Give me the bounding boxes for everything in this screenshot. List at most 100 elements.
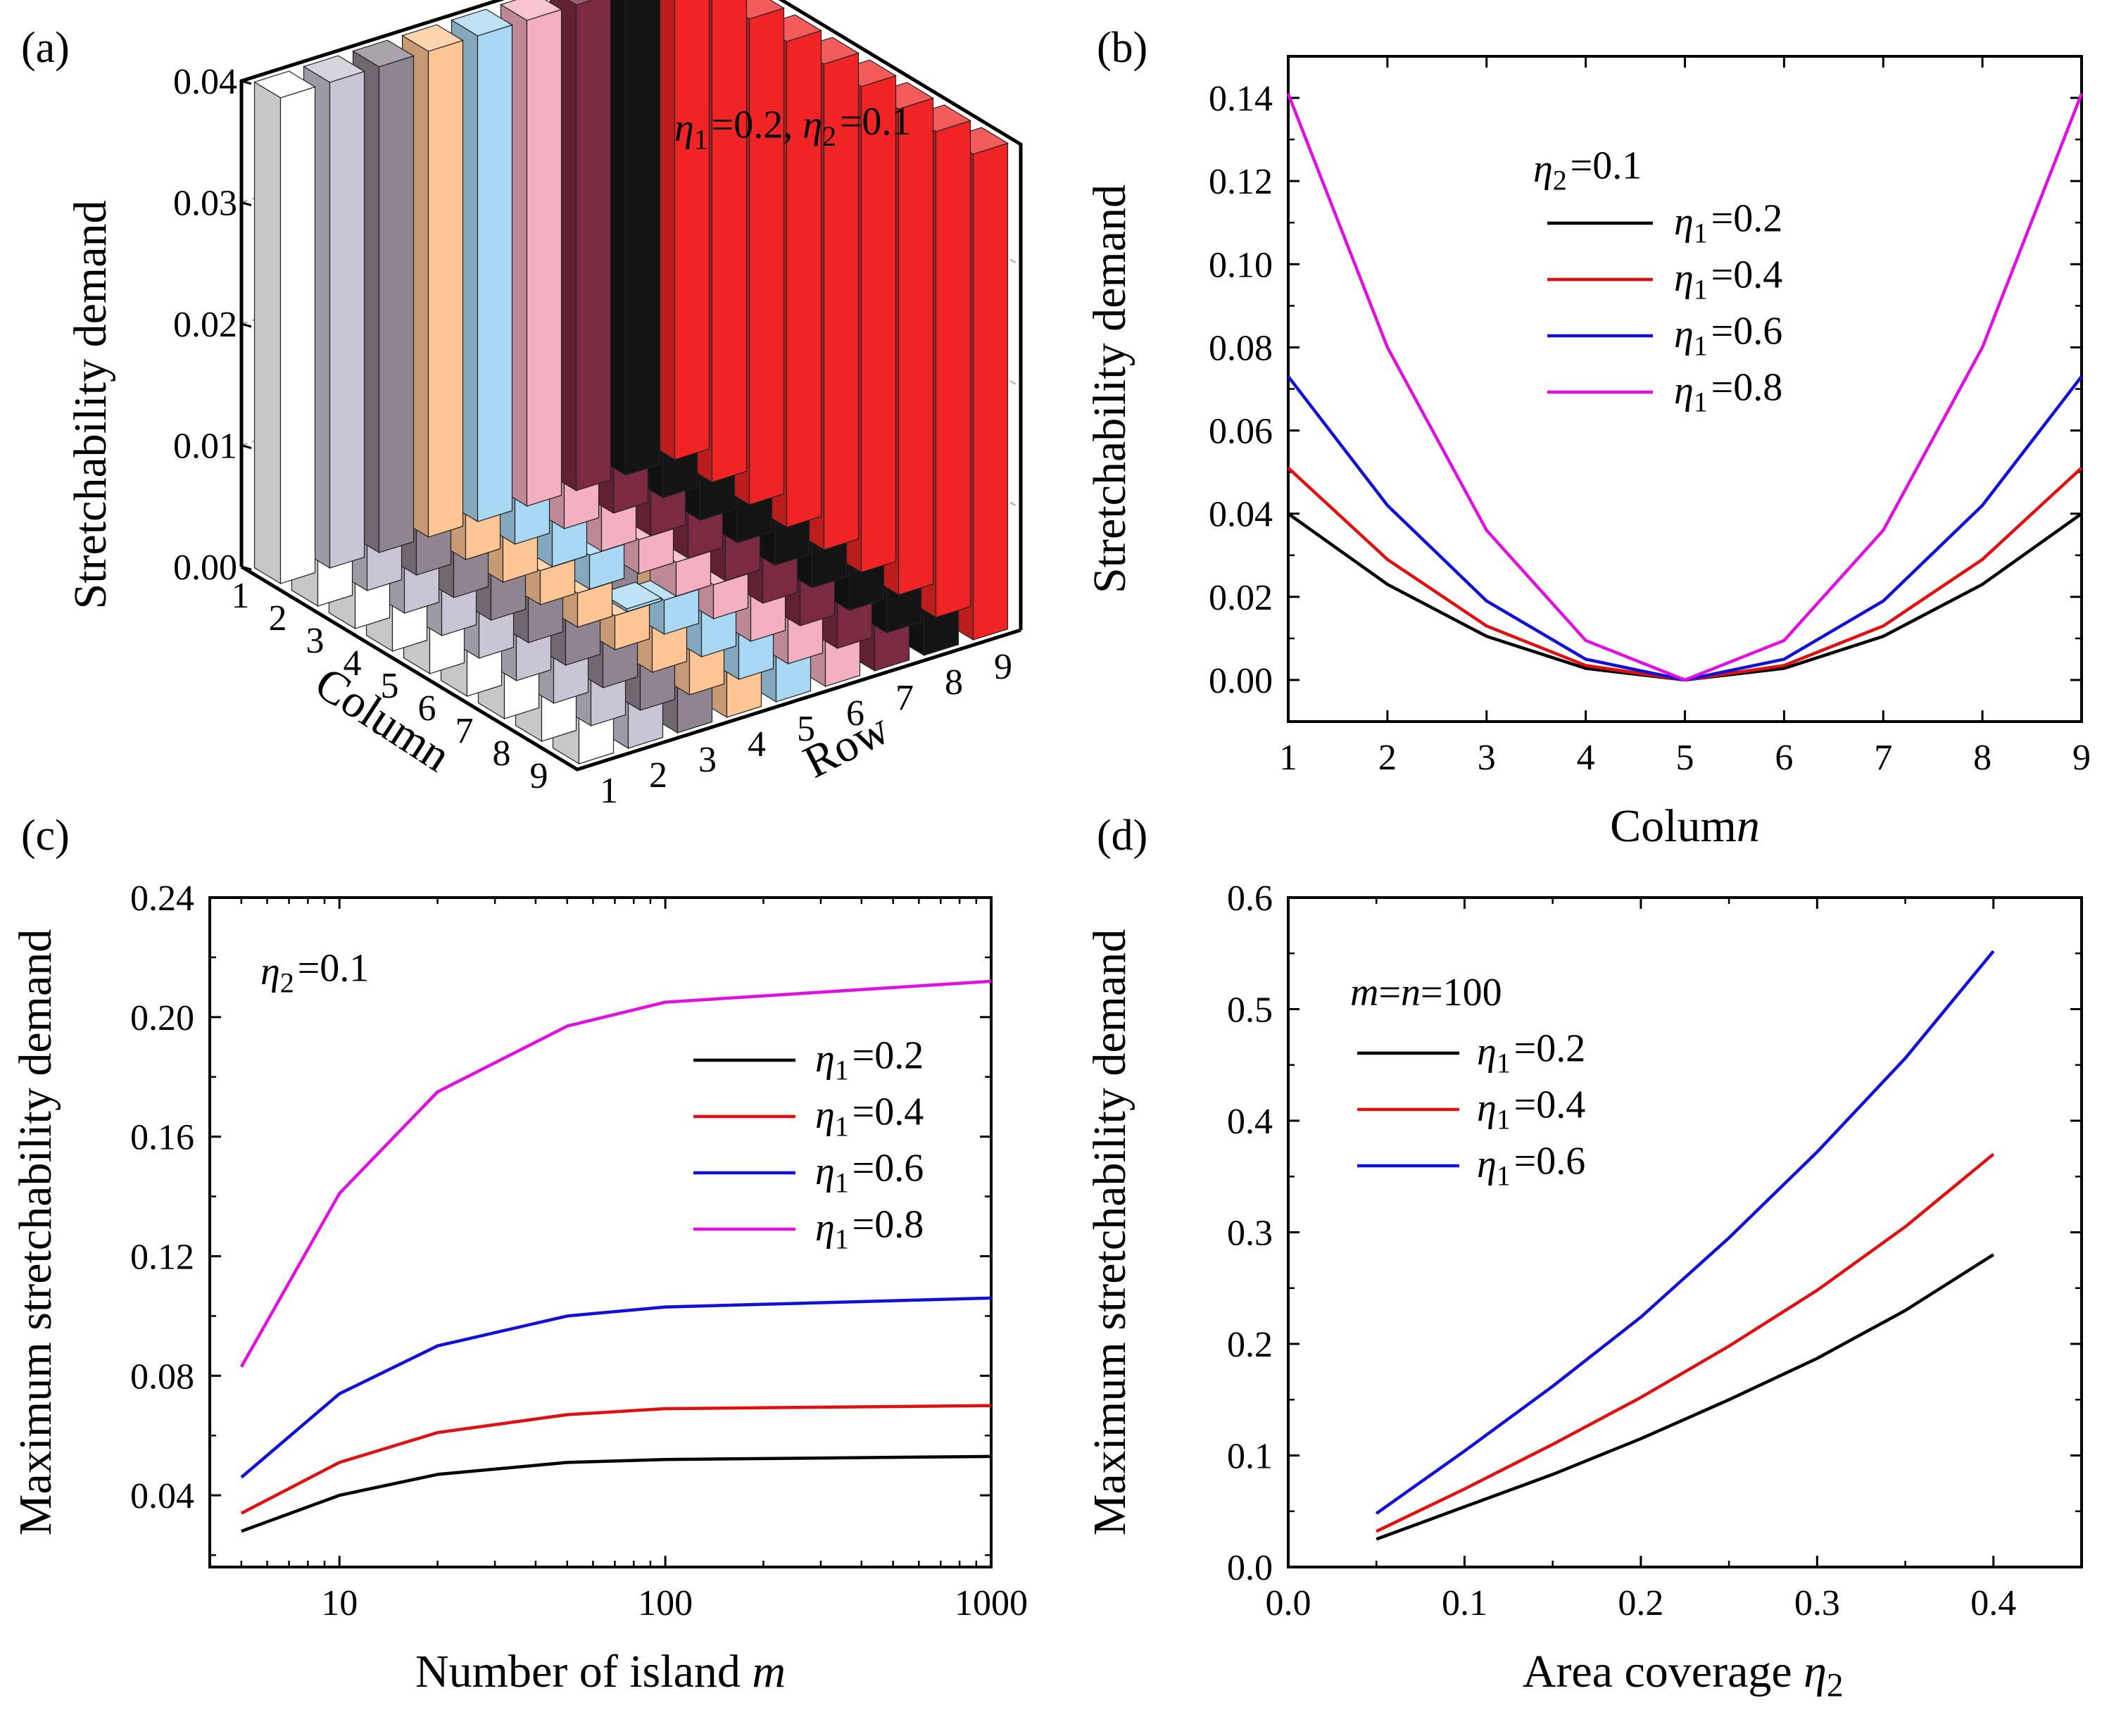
z-tick-label: 0.00 xyxy=(173,548,237,588)
series-line-2 xyxy=(1376,1152,1995,1533)
column-tick-label: 1 xyxy=(232,576,250,616)
y-axis-title: Maximum stretchability demand xyxy=(10,929,61,1535)
legend-label-2: η1 =0.4 xyxy=(1477,1083,1585,1136)
legend-title: η2 =0.1 xyxy=(1533,144,1642,196)
column-tick-label: 3 xyxy=(306,621,325,661)
series-line-4 xyxy=(239,979,992,1368)
panel-label: (a) xyxy=(21,24,70,72)
bar-front-face xyxy=(279,86,316,584)
bar-front-face xyxy=(526,8,562,507)
wall-frame xyxy=(239,0,1023,630)
panel-d-line-chart: 0.0 0.1 0.2 0.3 0.4 0.5 0.6 0.0 0.1 0.2 0.3 0.4 m=n=… xyxy=(1084,812,2083,1704)
legend-label-2: η1 =0.4 xyxy=(1674,253,1782,306)
bar-side-face xyxy=(253,81,282,584)
y-tick-label: 0.00 xyxy=(1209,661,1273,701)
legend-title: m=n=100 xyxy=(1350,971,1502,1014)
x-tick-label: 0.4 xyxy=(1970,1583,2016,1623)
y-tick-label: 0.5 xyxy=(1227,990,1273,1031)
column-tick-label: 5 xyxy=(381,666,399,706)
series-line-3 xyxy=(1287,375,2083,682)
legend-label-3: η1 =0.6 xyxy=(1674,310,1782,362)
panel-label: (b) xyxy=(1097,24,1147,72)
bar-top-face xyxy=(567,0,593,6)
legend-label-1: η1 =0.2 xyxy=(815,1034,924,1086)
x-tick-label: 1 xyxy=(1279,738,1297,778)
column-tick-label: 7 xyxy=(455,711,474,751)
legend-label-4: η1 =0.8 xyxy=(1674,366,1782,418)
z-tick xyxy=(241,201,252,206)
z-tick-label: 0.04 xyxy=(173,62,237,102)
bar-top-face xyxy=(303,55,365,83)
panel-label: (d) xyxy=(1097,812,1147,860)
bar-top-face xyxy=(253,70,316,99)
x-tick-label: 10 xyxy=(321,1583,358,1623)
series-line-3 xyxy=(1375,950,1995,1515)
x-tick-label: 9 xyxy=(2072,738,2091,778)
bar-front-face xyxy=(477,24,513,522)
row-tick-label: 1 xyxy=(600,771,618,811)
y-tick-label: 0.16 xyxy=(130,1118,194,1158)
z-tick-label: 0.02 xyxy=(173,305,237,345)
legend-label-3: η1 =0.6 xyxy=(815,1147,924,1199)
x-tick-label: 4 xyxy=(1577,738,1595,778)
x-tick-label: 0.2 xyxy=(1618,1583,1663,1623)
bar-top-face xyxy=(401,24,464,52)
series-line-1 xyxy=(241,1454,992,1533)
bar-front-face xyxy=(935,120,971,618)
x-tick-label: 100 xyxy=(638,1583,693,1623)
x-tick-label: 5 xyxy=(1676,738,1694,778)
y-tick-label: 0.0 xyxy=(1227,1548,1273,1588)
y-tick-label: 0.14 xyxy=(1209,79,1273,119)
column-tick-label: 9 xyxy=(530,756,548,796)
legend-label-1: η1 =0.2 xyxy=(1477,1027,1585,1079)
z-tick xyxy=(241,322,252,328)
y-tick-label: 0.1 xyxy=(1227,1437,1273,1477)
y-tick-label: 0.06 xyxy=(1209,412,1273,452)
plot-frame xyxy=(208,896,993,1568)
x-tick-label: 1000 xyxy=(955,1583,1028,1623)
y-tick-label: 0.04 xyxy=(1209,495,1273,535)
bar-col1-row1 xyxy=(253,70,316,584)
column-tick-label: 2 xyxy=(269,598,287,639)
column-tick-label: 4 xyxy=(344,643,362,684)
bar-front-face xyxy=(378,55,415,553)
bar-front-face xyxy=(674,0,710,460)
row-tick-label: 7 xyxy=(895,678,914,718)
y-tick-label: 0.20 xyxy=(130,998,194,1038)
y-axis-title: Maximum stretchability demand xyxy=(1084,929,1135,1535)
x-tick-label: 8 xyxy=(1973,738,1991,778)
row-tick-label: 9 xyxy=(994,647,1012,687)
floor-front-edges xyxy=(240,565,1021,772)
z-tick-label: 0.01 xyxy=(173,427,237,467)
series-line-3 xyxy=(240,1296,992,1479)
y-axis-title: Stretchability demand xyxy=(1084,184,1135,593)
z-tick xyxy=(241,80,252,85)
z-tick-label: 0.03 xyxy=(173,184,237,224)
y-tick-label: 0.08 xyxy=(1209,328,1273,368)
bar-top-face xyxy=(451,8,513,37)
legend-label-2: η1 =0.4 xyxy=(815,1090,924,1143)
panel-label: (c) xyxy=(21,812,70,860)
bar-front-face xyxy=(748,7,785,505)
bar-front-face xyxy=(860,75,897,573)
y-tick-label: 0.12 xyxy=(1209,162,1273,202)
y-tick-label: 0.6 xyxy=(1227,879,1273,919)
row-tick-label: 2 xyxy=(649,755,667,795)
bar-front-face xyxy=(624,0,661,476)
panel-c-line-chart: 0.04 0.08 0.12 0.16 0.20 0.24 10 100 1000 η2 =0.1… xyxy=(10,812,1028,1697)
row-tick-label: 3 xyxy=(698,740,717,780)
x-tick-label: 0.3 xyxy=(1794,1583,1840,1623)
series-line-1 xyxy=(1376,1253,1995,1541)
panel-b-line-chart: 0.00 0.02 0.04 0.06 0.08 0.10 0.12 0.14 1 2 3 4 5 6 7 8… xyxy=(1084,24,2091,852)
bar-top-face xyxy=(500,0,562,21)
row-tick-label: 4 xyxy=(748,724,766,765)
bar-top-face xyxy=(352,39,415,68)
legend-label-3: η1 =0.6 xyxy=(1477,1140,1585,1192)
y-tick-label: 0.4 xyxy=(1227,1102,1273,1142)
bar-front-face xyxy=(575,0,612,491)
y-tick-label: 0.12 xyxy=(130,1237,194,1277)
z-tick xyxy=(241,444,252,449)
row-tick-label: 6 xyxy=(846,693,864,734)
